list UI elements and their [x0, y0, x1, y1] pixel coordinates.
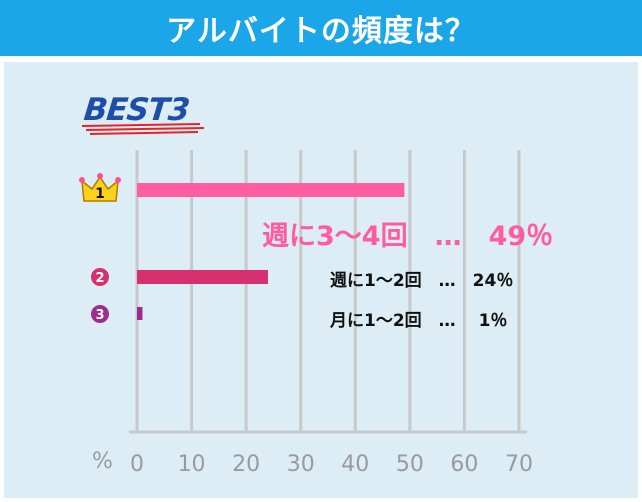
- rank-2-number: 2: [95, 271, 104, 286]
- rank-3-circle: [91, 305, 109, 323]
- rank-1-number: 1: [95, 186, 105, 202]
- rank-3-number: 3: [95, 308, 104, 323]
- bar-rank-2: [137, 270, 268, 284]
- crown-gem-left: [79, 177, 85, 183]
- chart-panel: [4, 62, 638, 498]
- bar-rank-1: [137, 183, 405, 197]
- page-title: アルバイトの頻度は？: [166, 14, 476, 49]
- badge-underline: [81, 123, 205, 135]
- x-tick-label: 50: [396, 452, 424, 477]
- header-bar: アルバイトの頻度は？: [0, 0, 642, 62]
- data-label-rank-3: 月に1〜2回 … 1％: [330, 311, 508, 331]
- data-label-rank-1: 週に3〜4回 … 49％: [262, 221, 554, 252]
- data-label-rank-2: 週に1〜2回 … 24％: [330, 271, 514, 291]
- x-tick-label: 70: [505, 452, 533, 477]
- x-tick-label: 0: [130, 452, 144, 477]
- x-tick-label: 60: [450, 452, 478, 477]
- x-tick-label: 30: [287, 452, 315, 477]
- crown-gem-center: [97, 173, 103, 179]
- crown-gem-right: [115, 177, 121, 183]
- rank-2-circle: [91, 268, 109, 286]
- x-tick-label: 20: [232, 452, 260, 477]
- x-tick-label: 10: [178, 452, 206, 477]
- bar-rank-3: [137, 307, 143, 320]
- x-tick-label: 40: [341, 452, 369, 477]
- axis-unit-label: %: [92, 449, 113, 474]
